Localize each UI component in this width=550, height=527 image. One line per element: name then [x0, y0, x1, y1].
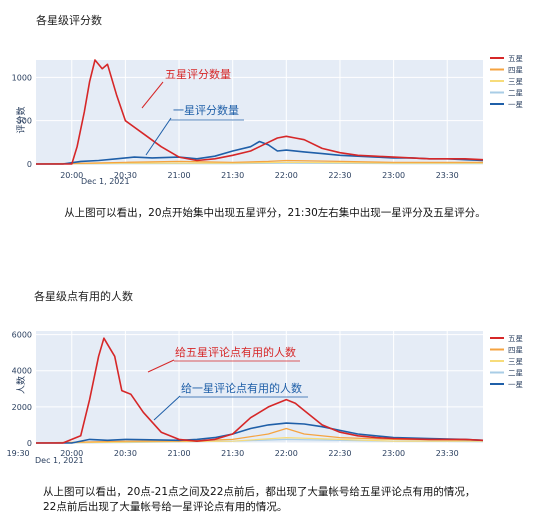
chart1-series-line-3	[35, 161, 483, 165]
chart2-y-tick-label: 0	[27, 439, 32, 448]
chart2-x-tick-label: 21:30	[221, 449, 244, 458]
chart1-x-tick-label: 22:00	[275, 171, 298, 180]
chart1-x-tick-label: 23:00	[382, 171, 405, 180]
chart2-annotation-five-star: 给五星评论点有用的人数	[175, 345, 296, 359]
chart2-title: 各星级点有用的人数	[34, 289, 133, 303]
chart2-series-line-1	[36, 337, 484, 444]
chart1-legend-label: 三星	[508, 77, 523, 86]
chart2-x-tick-label: 21:00	[168, 449, 191, 458]
chart2-legend-label: 二星	[508, 369, 523, 378]
chart1-series-line-2	[35, 159, 483, 165]
chart1-x-sub-label: Dec 1, 2021	[81, 177, 130, 186]
chart1-one-star-arrow	[145, 117, 172, 156]
chart1-five-star-arrow	[141, 81, 164, 109]
chart2-plot-area: 19:30 20:00 20:30 21:00 21:30 22:00 22:30 23:00…	[7, 331, 484, 458]
chart1-y-axis-label: 评分数	[15, 106, 27, 133]
chart2-y-axis-label: 人数	[15, 376, 27, 394]
chart2-caption-line2: 22点前后出现了大量帐号给一星评论点有用的情况。	[43, 501, 288, 513]
chart2-x-tick-label: 22:00	[275, 449, 298, 458]
chart1-y-tick-label: 500	[17, 117, 32, 126]
chart2-x-tick-label: 19:30	[7, 449, 30, 458]
chart2-caption-line1: 从上图可以看出，20点-21点之间及22点前后，都出现了大量帐号给五星评论点有用…	[43, 486, 476, 498]
chart1-annotation-arrows	[141, 81, 244, 156]
chart2-series-line-5	[36, 422, 484, 444]
chart1-y-tick-label: 1000	[12, 73, 32, 82]
chart1-x-tick-label: 23:30	[436, 171, 459, 180]
chart1-plot-area: 20:00 20:30 21:00 21:30 22:00 22:30 23:00 23:30…	[12, 59, 484, 180]
chart2-y-tick-label: 4000	[12, 367, 32, 376]
chart2-x-sub-label: Dec 1, 2021	[35, 456, 84, 465]
chart2-x-tick-label: 20:30	[114, 449, 137, 458]
chart2-series-line-3	[35, 437, 483, 444]
chart2-legend-label: 一星	[508, 380, 523, 389]
chart1-x-tick-label: 20:30	[114, 171, 137, 180]
chart1-x-tick-label: 21:30	[221, 171, 244, 180]
chart2-annotation-arrows	[147, 359, 308, 421]
chart2-x-tick-label: 20:00	[60, 449, 83, 458]
chart1-title: 各星级评分数	[36, 13, 102, 27]
chart2-x-tick-label: 22:30	[328, 449, 351, 458]
chart2-y-tick-label: 2000	[12, 403, 32, 412]
chart1-series-line-1	[36, 59, 484, 165]
chart1-x-tick-label: 20:00	[60, 171, 83, 180]
chart2-annotation-one-star: 给一星评论点有用的人数	[181, 381, 302, 395]
chart1-legend-label: 一星	[508, 100, 523, 109]
chart1-annotation-five-star: 五星评分数量	[165, 68, 231, 81]
chart2-series-line-2	[35, 427, 484, 444]
chart1-legend-label: 二星	[508, 89, 523, 98]
chart1-annotation-one-star: 一星评分数量	[173, 104, 239, 117]
chart1-y-tick-label: 0	[27, 160, 32, 169]
chart2-legend-label: 三星	[508, 357, 523, 366]
chart2-one-star-arrow	[153, 395, 181, 421]
chart1-legend-label: 五星	[508, 54, 523, 63]
chart1-x-tick-label: 21:00	[168, 171, 191, 180]
chart2-legend-label: 五星	[508, 334, 523, 343]
chart2-y-tick-label: 6000	[12, 331, 32, 340]
chart2-x-tick-label: 23:30	[436, 449, 459, 458]
chart2-legend-label: 四星	[508, 346, 523, 355]
chart2-five-star-arrow	[147, 359, 175, 373]
chart1-legend-label: 四星	[508, 66, 523, 75]
chart1-caption: 从上图可以看出，20点开始集中出现五星评分，21:30左右集中出现一星评分及五星…	[64, 207, 486, 219]
chart2-x-tick-label: 23:00	[382, 449, 405, 458]
chart1-plot-background	[36, 60, 483, 164]
chart1-x-tick-label: 22:30	[328, 171, 351, 180]
